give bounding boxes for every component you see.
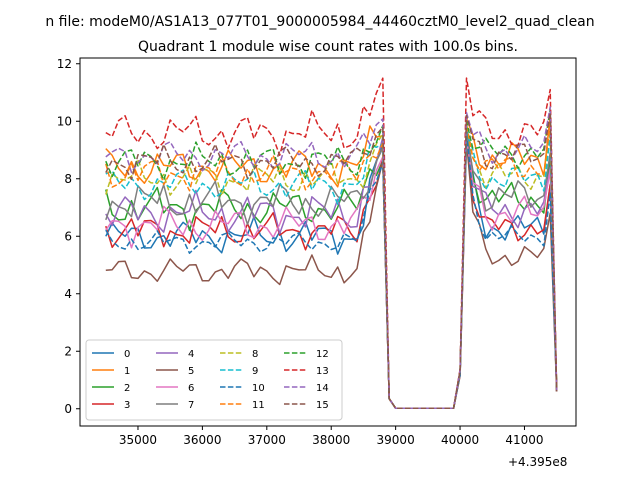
- legend-box: [85, 339, 343, 421]
- x-tick-label: 37000: [248, 433, 286, 447]
- legend-label-4: 4: [188, 349, 194, 360]
- series-line-0: [105, 126, 558, 409]
- series-line-10: [105, 132, 558, 409]
- y-tick-label: 2: [64, 344, 72, 358]
- legend-label-10: 10: [252, 383, 265, 394]
- legend-label-7: 7: [188, 400, 194, 411]
- y-tick-label: 10: [57, 114, 72, 128]
- legend-label-14: 14: [316, 383, 329, 394]
- legend-label-2: 2: [124, 383, 130, 394]
- series-line-13: [105, 77, 558, 409]
- legend-label-15: 15: [316, 400, 329, 411]
- legend-label-12: 12: [316, 349, 329, 360]
- y-tick-label: 8: [64, 172, 72, 186]
- x-offset-label: +4.395e8: [508, 455, 567, 469]
- axes-frame: [79, 57, 577, 427]
- series-line-6: [105, 137, 558, 409]
- series-line-3: [105, 134, 558, 409]
- plot-area: 35000 36000 37000 38000 39000 40000 41000 0 2 4 6 8…: [57, 57, 577, 447]
- legend-label-0: 0: [124, 349, 130, 360]
- legend-label-13: 13: [316, 366, 329, 377]
- legend-label-5: 5: [188, 366, 194, 377]
- series-line-7: [105, 132, 558, 409]
- legend-label-6: 6: [188, 383, 194, 394]
- y-tick-label: 6: [64, 229, 72, 243]
- series-line-12: [105, 108, 558, 409]
- legend-label-3: 3: [124, 400, 130, 411]
- x-tick-label: 36000: [183, 433, 221, 447]
- series-line-11: [105, 123, 558, 409]
- y-tick-label: 12: [57, 57, 72, 71]
- legend-label-11: 11: [252, 400, 265, 411]
- x-tick-label: 38000: [312, 433, 350, 447]
- figure-suptitle: n file: modeM0/AS1A13_077T01_9000005984_…: [45, 14, 594, 30]
- x-tick-label: 35000: [119, 433, 157, 447]
- series-line-5: [105, 140, 558, 409]
- x-tick-label: 40000: [441, 433, 479, 447]
- series-line-8: [105, 129, 558, 409]
- y-tick-label: 0: [64, 402, 72, 416]
- series-line-14: [105, 106, 558, 409]
- legend-label-1: 1: [124, 366, 130, 377]
- x-tick-label: 39000: [377, 433, 415, 447]
- legend-label-9: 9: [252, 366, 258, 377]
- series-line-15: [105, 111, 558, 409]
- chart-title: Quadrant 1 module wise count rates with …: [138, 39, 518, 55]
- y-tick-label: 4: [64, 287, 72, 301]
- x-tick-label: 41000: [505, 433, 543, 447]
- legend-label-8: 8: [252, 349, 258, 360]
- series-line-2: [105, 129, 558, 409]
